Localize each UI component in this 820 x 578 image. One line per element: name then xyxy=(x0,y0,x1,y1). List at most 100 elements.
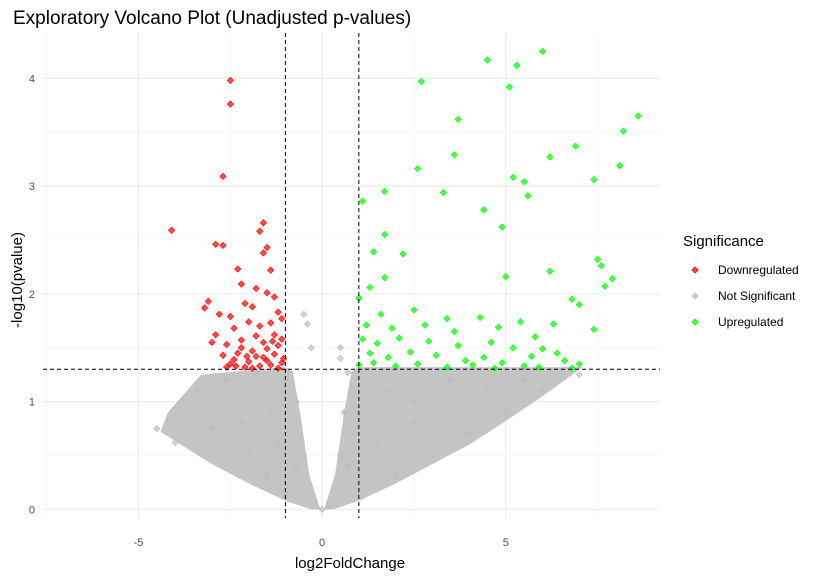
point-upregulated xyxy=(597,262,605,270)
point-upregulated xyxy=(527,352,536,360)
point-downregulated xyxy=(259,249,267,257)
point-upregulated xyxy=(538,47,547,55)
point-upregulated xyxy=(546,267,554,275)
point-downregulated xyxy=(226,312,234,321)
point-downregulated xyxy=(204,297,212,305)
point-upregulated xyxy=(366,283,374,291)
point-not-significant xyxy=(391,473,400,481)
point-downregulated xyxy=(259,353,267,362)
point-downregulated xyxy=(223,340,231,349)
point-upregulated xyxy=(380,230,389,239)
point-upregulated xyxy=(590,175,598,184)
point-downregulated xyxy=(252,284,260,293)
point-not-significant xyxy=(300,451,308,460)
point-downregulated xyxy=(200,304,209,312)
point-not-significant xyxy=(340,408,348,417)
point-upregulated xyxy=(443,314,451,323)
point-upregulated xyxy=(509,344,517,352)
point-upregulated xyxy=(377,310,385,318)
point-upregulated xyxy=(358,335,367,343)
point-upregulated xyxy=(358,197,367,205)
point-downregulated xyxy=(248,303,256,311)
point-not-significant xyxy=(428,451,436,460)
point-upregulated xyxy=(483,56,492,64)
point-downregulated xyxy=(234,265,242,273)
point-not-significant xyxy=(307,344,315,352)
x-axis-title: log2FoldChange xyxy=(295,555,405,572)
point-not-significant xyxy=(344,462,352,470)
point-not-significant xyxy=(171,438,179,447)
point-upregulated xyxy=(494,323,503,331)
point-not-significant xyxy=(336,344,345,352)
point-downregulated xyxy=(274,364,282,372)
point-downregulated xyxy=(263,243,271,252)
legend-key-downregulated xyxy=(691,266,699,274)
point-upregulated xyxy=(487,338,495,346)
y-tick-label: 0 xyxy=(29,504,35,516)
point-upregulated xyxy=(461,357,469,365)
point-not-significant xyxy=(303,320,312,328)
point-downregulated xyxy=(237,280,245,288)
point-upregulated xyxy=(432,351,440,359)
point-downregulated xyxy=(248,364,256,372)
point-upregulated xyxy=(443,363,451,371)
point-downregulated xyxy=(215,310,223,318)
point-downregulated xyxy=(267,361,275,369)
point-downregulated xyxy=(252,352,260,360)
point-not-significant xyxy=(193,387,201,395)
point-upregulated xyxy=(520,178,528,186)
point-not-significant xyxy=(384,387,392,395)
point-not-significant xyxy=(465,430,473,438)
point-upregulated xyxy=(380,274,389,282)
point-not-significant xyxy=(410,397,418,406)
point-downregulated xyxy=(219,241,227,249)
point-downregulated xyxy=(245,318,253,326)
point-upregulated xyxy=(505,83,514,91)
y-tick-label: 3 xyxy=(29,181,35,193)
point-not-significant xyxy=(344,368,352,377)
point-not-significant xyxy=(483,387,492,395)
legend-label: Downregulated xyxy=(718,263,799,277)
point-downregulated xyxy=(259,219,267,227)
point-not-significant xyxy=(447,376,455,384)
point-upregulated xyxy=(454,115,462,123)
legend: Significance Downregulated Not Significan… xyxy=(683,233,799,329)
chart-title: Exploratory Volcano Plot (Unadjusted p-v… xyxy=(13,8,411,29)
point-downregulated xyxy=(245,358,253,366)
point-not-significant xyxy=(520,376,528,384)
point-not-significant xyxy=(538,387,547,395)
point-downregulated xyxy=(237,336,245,344)
point-not-significant xyxy=(252,369,260,378)
point-upregulated xyxy=(410,306,418,314)
point-upregulated xyxy=(608,275,616,283)
point-upregulated xyxy=(366,349,374,357)
point-upregulated xyxy=(538,345,547,353)
point-upregulated xyxy=(388,324,396,332)
point-upregulated xyxy=(546,153,554,161)
point-downregulated xyxy=(226,76,234,85)
point-downregulated xyxy=(270,293,278,301)
point-not-significant xyxy=(223,376,231,384)
point-upregulated xyxy=(425,337,433,345)
point-not-significant xyxy=(502,408,510,417)
point-upregulated xyxy=(575,360,583,368)
point-downregulated xyxy=(226,100,234,108)
point-downregulated xyxy=(263,289,271,297)
x-tick-label: 5 xyxy=(503,537,509,549)
point-downregulated xyxy=(167,226,176,234)
point-upregulated xyxy=(549,320,558,328)
point-not-significant xyxy=(410,419,418,427)
point-not-significant xyxy=(274,441,282,449)
point-upregulated xyxy=(476,313,484,322)
point-upregulated xyxy=(421,321,429,329)
point-upregulated xyxy=(502,272,510,281)
threshold-lines xyxy=(43,33,660,518)
point-upregulated xyxy=(524,192,532,200)
point-downregulated xyxy=(219,351,227,359)
point-downregulated xyxy=(223,363,231,371)
ns-region-left xyxy=(160,367,321,510)
legend-items: Downregulated Not Significant Upregulated xyxy=(691,263,799,329)
point-downregulated xyxy=(259,338,267,346)
point-downregulated xyxy=(230,355,238,364)
